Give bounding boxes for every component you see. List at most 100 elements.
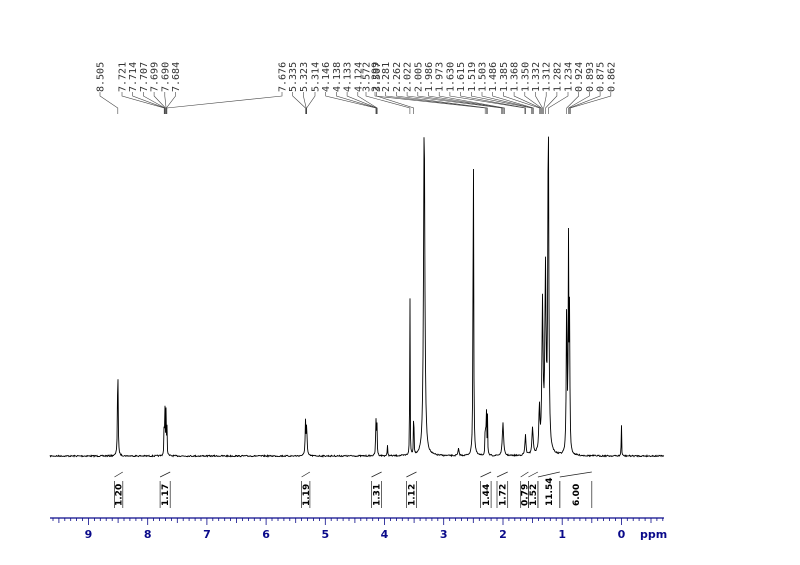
peak-label-leader bbox=[143, 92, 166, 114]
peak-label: 1.486 bbox=[488, 62, 499, 92]
integral-value-label: 1.20 bbox=[115, 484, 125, 506]
peak-label-leader bbox=[570, 92, 612, 114]
peak-label: 1.973 bbox=[435, 62, 446, 92]
tick-label: 4 bbox=[381, 528, 389, 541]
peak-label: 0.862 bbox=[606, 62, 617, 92]
integral-value-label: 6.00 bbox=[572, 484, 582, 506]
peak-label-leader bbox=[153, 92, 166, 114]
peak-label-leader bbox=[365, 92, 411, 114]
peak-label-leader bbox=[346, 92, 377, 114]
peak-label-leader bbox=[417, 92, 503, 114]
peak-label: 2.281 bbox=[381, 62, 392, 92]
peak-label: 7.721 bbox=[118, 62, 129, 92]
x-axis-unit-label: ppm bbox=[640, 528, 667, 541]
peak-label: 0.924 bbox=[574, 62, 585, 92]
peak-label: 7.699 bbox=[150, 62, 161, 92]
peak-label-leader bbox=[325, 92, 377, 114]
peak-label: 7.690 bbox=[160, 62, 171, 92]
peak-label: 1.350 bbox=[520, 62, 531, 92]
peak-label: 1.615 bbox=[456, 62, 467, 92]
peak-label: 4.133 bbox=[343, 62, 354, 92]
peak-label-leader bbox=[292, 92, 306, 114]
peak-label: 4.124 bbox=[353, 62, 364, 92]
peak-label-leader bbox=[303, 92, 307, 114]
peak-label-leader bbox=[376, 92, 414, 114]
integral-curve bbox=[371, 471, 382, 478]
integral-bracket bbox=[480, 481, 492, 508]
integral-bracket bbox=[406, 481, 417, 508]
integral-bracket bbox=[301, 481, 311, 508]
peak-label: 1.332 bbox=[531, 62, 542, 92]
integral-curve bbox=[520, 471, 529, 478]
peak-label: 7.676 bbox=[278, 62, 289, 92]
peak-label-leader bbox=[545, 92, 558, 114]
peak-label: 1.630 bbox=[445, 62, 456, 92]
integration-regions: 1.20 1.17 1.19 1.31 1.12 1.44 1.72 0.791.52 11.5… bbox=[114, 471, 593, 508]
integral-curve bbox=[537, 471, 560, 478]
peak-label: 1.312 bbox=[542, 62, 553, 92]
integral-bracket bbox=[114, 481, 124, 508]
peak-label: 7.707 bbox=[139, 62, 150, 92]
integral-value-label: 1.19 bbox=[302, 484, 312, 506]
tick-label: 7 bbox=[203, 528, 211, 541]
peak-label: 1.282 bbox=[552, 62, 563, 92]
peak-label-leader bbox=[306, 92, 316, 114]
peak-label: 4.138 bbox=[332, 62, 343, 92]
integral-curve bbox=[159, 471, 171, 478]
integral-value-label: 1.31 bbox=[373, 484, 383, 506]
integral-value-label: 11.54 bbox=[545, 478, 555, 506]
peak-labels: 8.505 7.721 7.714 7.707 7.699 7.690 7.684 7.676… bbox=[96, 62, 618, 92]
integral-value-label: 0.79 bbox=[521, 484, 531, 506]
peak-label-leader bbox=[568, 92, 590, 114]
integral-curve bbox=[480, 471, 492, 478]
peak-label: 3.572 bbox=[362, 62, 373, 92]
tick-label: 6 bbox=[262, 528, 270, 541]
peak-label: 2.005 bbox=[413, 62, 424, 92]
peak-label: 1.368 bbox=[510, 62, 521, 92]
peak-label-leader bbox=[357, 92, 378, 114]
tick-label: 8 bbox=[144, 528, 152, 541]
integral-curve bbox=[528, 471, 539, 478]
tick-label: 2 bbox=[499, 528, 507, 541]
tick-label: 5 bbox=[321, 528, 329, 541]
x-axis-ticks: 9 8 7 6 5 4 3 2 1 0 bbox=[52, 518, 664, 541]
peak-label-leader bbox=[428, 92, 505, 114]
peak-label: 2.299 bbox=[371, 62, 382, 92]
peak-label-leader bbox=[471, 92, 532, 114]
peak-label-leader bbox=[406, 92, 502, 114]
integral-bracket bbox=[371, 481, 382, 508]
peak-label: 7.714 bbox=[128, 62, 139, 92]
peak-label: 1.519 bbox=[467, 62, 478, 92]
peak-label-leader bbox=[374, 92, 486, 114]
integral-value-label: 1.72 bbox=[498, 484, 508, 506]
peak-label: 1.986 bbox=[424, 62, 435, 92]
peak-label: 1.503 bbox=[478, 62, 489, 92]
peak-label-leader bbox=[385, 92, 487, 114]
peak-label-leader bbox=[481, 92, 533, 114]
peak-label-leader bbox=[569, 92, 601, 114]
integral-bracket bbox=[159, 481, 171, 508]
peak-label-leader bbox=[438, 92, 505, 114]
peak-label: 0.893 bbox=[585, 62, 596, 92]
integral-curve bbox=[114, 471, 123, 478]
tick-label: 3 bbox=[440, 528, 448, 541]
peak-label: 4.146 bbox=[321, 62, 332, 92]
peak-label-leader bbox=[566, 92, 579, 114]
peak-label-leader bbox=[396, 92, 488, 114]
tick-label: 9 bbox=[85, 528, 93, 541]
integral-value-label: 1.12 bbox=[408, 484, 418, 506]
tick-label: 1 bbox=[558, 528, 566, 541]
integral-value-label: 1.17 bbox=[161, 484, 171, 506]
peak-label-leader bbox=[548, 92, 569, 114]
peak-label: 5.335 bbox=[288, 62, 299, 92]
peak-label-leader bbox=[121, 92, 165, 114]
peak-label: 2.022 bbox=[403, 62, 414, 92]
peak-label: 2.262 bbox=[392, 62, 403, 92]
peak-label-leader bbox=[492, 92, 534, 114]
peak-label-leader bbox=[460, 92, 526, 114]
integral-bracket bbox=[559, 481, 593, 508]
integral-curve bbox=[301, 471, 311, 478]
integral-value-label: 1.44 bbox=[482, 484, 492, 506]
integral-curve bbox=[496, 471, 508, 478]
